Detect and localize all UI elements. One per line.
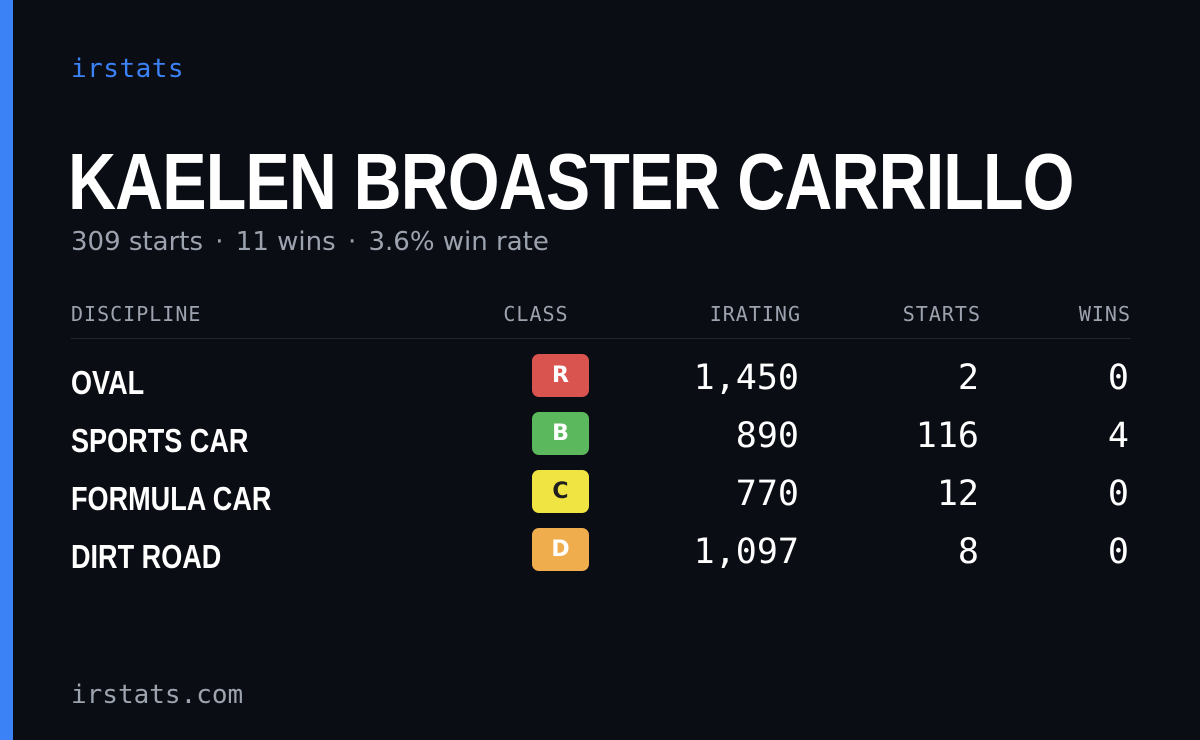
- win-rate-summary: 3.6% win rate: [368, 227, 549, 257]
- class-badge: R: [532, 354, 589, 397]
- table-row: DIRT ROAD D 1,097 8 0: [71, 528, 1131, 580]
- irating-value: 1,450: [693, 358, 799, 398]
- class-badge: C: [532, 470, 589, 513]
- discipline-name: OVAL: [71, 364, 145, 401]
- table-header: DISCIPLINE CLASS IRATING STARTS WINS: [71, 300, 1131, 339]
- irating-value: 770: [735, 474, 799, 514]
- class-badge: D: [532, 528, 589, 571]
- wins-value: 0: [1107, 474, 1129, 514]
- brand-logo[interactable]: irstats: [71, 54, 185, 84]
- wins-summary: 11 wins: [235, 227, 336, 257]
- irating-value: 1,097: [693, 532, 799, 572]
- wins-value: 4: [1107, 416, 1129, 456]
- starts-value: 12: [936, 474, 979, 514]
- discipline-name: FORMULA CAR: [71, 480, 272, 517]
- column-header-class: CLASS: [503, 302, 569, 326]
- wins-value: 0: [1107, 358, 1129, 398]
- class-badge: B: [532, 412, 589, 455]
- discipline-name: SPORTS CAR: [71, 422, 249, 459]
- column-header-discipline: DISCIPLINE: [71, 302, 202, 326]
- table-row: SPORTS CAR B 890 116 4: [71, 412, 1131, 464]
- discipline-name: DIRT ROAD: [71, 538, 222, 575]
- driver-name: KAELEN BROASTER CARRILLO: [68, 137, 1074, 226]
- column-header-wins: WINS: [1078, 302, 1131, 326]
- separator: ·: [347, 227, 357, 257]
- separator: ·: [215, 227, 224, 257]
- driver-summary: 309 starts · 11 wins · 3.6% win rate: [71, 227, 549, 257]
- table-row: FORMULA CAR C 770 12 0: [71, 470, 1131, 522]
- accent-bar: [0, 0, 13, 740]
- starts-value: 8: [957, 532, 979, 572]
- column-header-starts: STARTS: [902, 302, 981, 326]
- irating-value: 890: [735, 416, 799, 456]
- table-row: OVAL R 1,450 2 0: [71, 354, 1131, 406]
- starts-value: 116: [915, 416, 979, 456]
- starts-summary: 309 starts: [71, 227, 203, 257]
- wins-value: 0: [1107, 532, 1129, 572]
- column-header-irating: IRATING: [709, 302, 801, 326]
- footer-url[interactable]: irstats.com: [71, 680, 244, 710]
- starts-value: 2: [957, 358, 979, 398]
